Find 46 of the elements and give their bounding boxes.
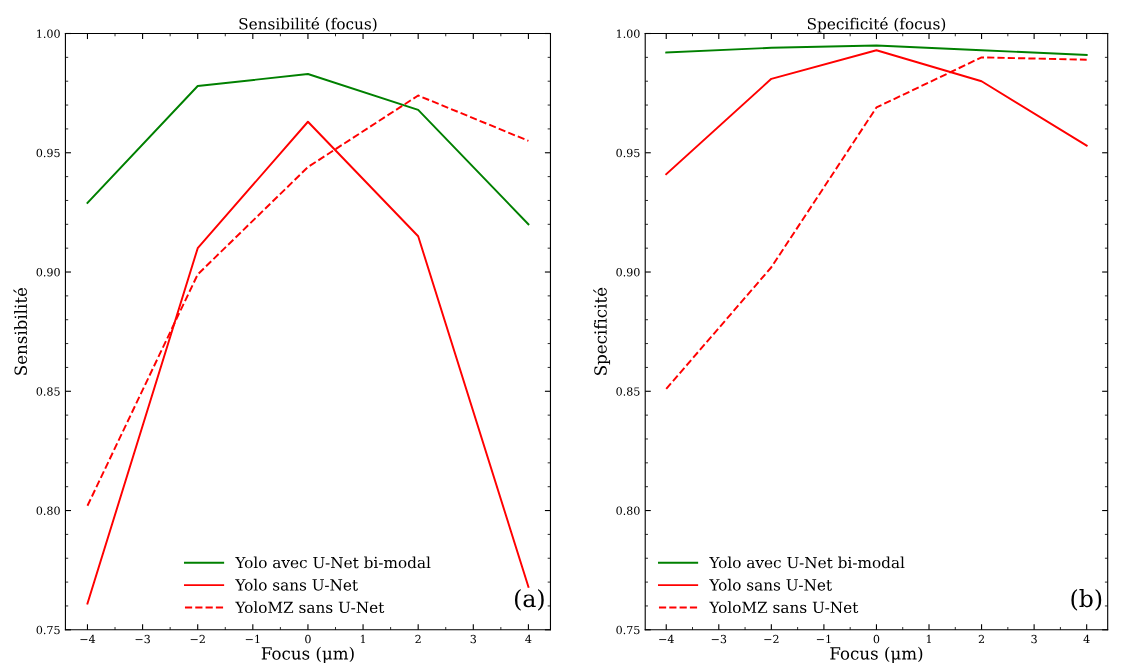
x-tick-label: 3 <box>1031 634 1037 644</box>
line-series <box>86 73 530 226</box>
line-series <box>665 44 1088 56</box>
annotation: (b) <box>1071 589 1102 611</box>
x-tick-label: −2 <box>190 634 205 644</box>
y-tick-label: 0.90 <box>36 267 60 277</box>
x-tick-label: −3 <box>135 634 150 644</box>
x-tick-label: 2 <box>415 634 421 644</box>
x-axis-title: Focus (μm) <box>261 646 354 663</box>
y-tick-label: 0.80 <box>36 506 60 515</box>
y-tick-label: 0.95 <box>36 148 60 158</box>
y-tick-label: 1.00 <box>37 29 60 38</box>
x-axis-title: Focus (μm) <box>830 646 923 663</box>
y-tick-label: 0.80 <box>616 506 640 515</box>
x-tick-label: 1 <box>926 634 931 644</box>
x-tick-label: −1 <box>245 634 260 644</box>
chart-title: Sensibilité (focus) <box>239 17 377 32</box>
x-tick-label: −2 <box>764 634 779 644</box>
y-tick-label: 1.00 <box>616 29 640 38</box>
y-tick-label: 0.90 <box>616 267 640 277</box>
legend-label: Yolo sans U-Net <box>709 578 832 591</box>
x-tick-label: 4 <box>525 634 532 644</box>
x-tick-label: 4 <box>1083 634 1090 644</box>
legend-label: Yolo avec U-Net bi-modal <box>235 556 431 569</box>
legend-label: YoloMZ sans U-Net <box>709 601 859 614</box>
x-tick-label: 0 <box>873 634 880 644</box>
y-axis-title: Sensibilité <box>13 287 28 375</box>
legend-label: Yolo avec U-Net bi-modal <box>709 556 905 569</box>
legend-label: YoloMZ sans U-Net <box>235 601 385 614</box>
y-tick-label: 0.85 <box>616 387 640 396</box>
legend-label: Yolo sans U-Net <box>235 578 358 591</box>
y-axis-title: Specificité <box>593 287 611 375</box>
x-tick-label: −4 <box>80 634 96 644</box>
y-tick-label: 0.85 <box>36 387 60 396</box>
x-tick-label: 2 <box>978 634 985 644</box>
x-tick-label: −1 <box>816 634 831 644</box>
y-tick-label: 0.95 <box>616 148 640 158</box>
x-tick-label: −3 <box>711 634 727 644</box>
y-tick-label: 0.75 <box>616 625 640 635</box>
annotation: (a) <box>514 589 544 611</box>
y-tick-label: 0.75 <box>36 625 60 635</box>
x-tick-label: −4 <box>659 634 674 644</box>
chart-title: Specificité (focus) <box>807 17 946 33</box>
x-tick-label: 1 <box>360 634 366 644</box>
x-tick-label: 0 <box>305 634 311 644</box>
x-tick-label: 3 <box>470 634 477 644</box>
